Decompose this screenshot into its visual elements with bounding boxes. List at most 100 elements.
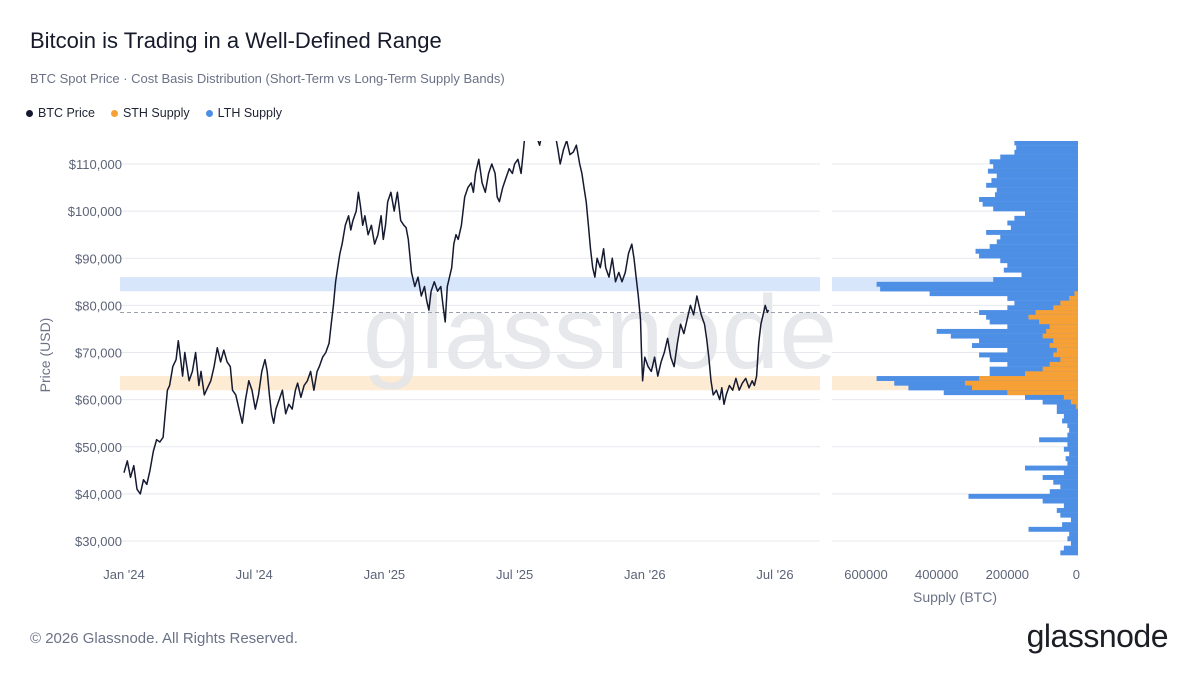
y-axis-label: Price (USD) xyxy=(37,318,53,393)
lth-supply-bar xyxy=(1007,324,1078,330)
sth-supply-bar xyxy=(1060,357,1078,363)
sth-supply-bar xyxy=(1063,394,1078,400)
chart-title: Bitcoin is Trading in a Well-Defined Ran… xyxy=(30,28,442,53)
lth-supply-bar xyxy=(1069,531,1078,537)
x-tick-label: Jan '26 xyxy=(624,567,666,582)
sth-supply-bar xyxy=(1046,328,1078,334)
lth-supply-bar xyxy=(989,159,1078,165)
supply-axis: 600000 400000 200000 0 xyxy=(844,567,1080,582)
legend-dot-lth-supply xyxy=(205,109,213,117)
lth-supply-bar xyxy=(1069,451,1078,457)
chart-subtitle: BTC Spot Price · Cost Basis Distribution… xyxy=(30,71,505,86)
lth-supply-bar xyxy=(1067,432,1078,438)
sth-supply-bar xyxy=(1042,366,1078,372)
sth-supply-bar xyxy=(972,385,1078,391)
lth-supply-bar xyxy=(1063,470,1078,476)
y-tick-label: $90,000 xyxy=(75,251,122,266)
lth-supply-bar xyxy=(993,164,1078,169)
lth-supply-bar xyxy=(1014,215,1078,221)
lth-supply-bar xyxy=(1007,347,1078,353)
lth-supply-bar xyxy=(929,291,1078,297)
lth-supply-bar xyxy=(1056,508,1078,513)
lth-supply-bar xyxy=(1056,409,1078,414)
brand-logo: glassnode xyxy=(1026,618,1169,654)
supply-bars xyxy=(876,141,1078,556)
lth-supply-bar xyxy=(1014,141,1078,146)
lth-supply-bar xyxy=(1060,550,1078,556)
lth-supply-bar xyxy=(1016,145,1078,151)
sth-supply-bar xyxy=(1060,300,1078,306)
lth-supply-bar xyxy=(996,239,1078,245)
sth-supply-bar xyxy=(1074,291,1078,297)
legend-label-lth-supply: LTH Supply xyxy=(217,106,283,120)
supply-tick-label: 0 xyxy=(1073,567,1080,582)
lth-supply-bar xyxy=(1007,361,1078,367)
lth-supply-bar xyxy=(1007,295,1078,301)
lth-supply-bar xyxy=(1056,404,1078,410)
y-tick-label: $80,000 xyxy=(75,298,122,313)
band-main xyxy=(120,376,820,391)
lth-supply-bar xyxy=(986,229,1078,235)
lth-supply-bar xyxy=(1067,536,1078,542)
lth-supply-bar xyxy=(1003,267,1078,273)
sth-supply-bar xyxy=(1049,343,1078,348)
lth-supply-bar xyxy=(1063,413,1078,419)
sth-supply-bar xyxy=(1042,333,1078,339)
lth-supply-bar xyxy=(1065,456,1078,462)
sth-supply-bar xyxy=(1070,399,1078,405)
legend-label-btc-price: BTC Price xyxy=(38,106,95,120)
lth-supply-bar xyxy=(989,366,1078,372)
legend-label-sth-supply: STH Supply xyxy=(122,106,190,120)
lth-supply-bar xyxy=(880,286,1078,292)
lth-supply-bar xyxy=(1070,517,1078,523)
lth-supply-bar xyxy=(979,310,1078,315)
lth-supply-bar xyxy=(996,173,1078,179)
lth-supply-bar xyxy=(1000,258,1078,264)
lth-supply-bar xyxy=(989,319,1078,325)
lth-supply-bar xyxy=(979,352,1078,358)
lth-supply-bar xyxy=(936,328,1078,334)
watermark: glassnode xyxy=(363,275,837,391)
legend-item-lth-supply[interactable]: LTH Supply xyxy=(205,106,283,120)
lth-supply-bar xyxy=(876,376,1078,381)
lth-supply-bar xyxy=(987,168,1078,174)
lth-supply-bar xyxy=(979,253,1078,259)
lth-supply-bar xyxy=(1042,475,1078,480)
y-tick-label: $60,000 xyxy=(75,393,122,408)
lth-supply-bar xyxy=(1062,418,1078,424)
sth-supply-bar xyxy=(1053,305,1078,311)
lth-supply-bar xyxy=(1060,484,1078,490)
lth-supply-bar xyxy=(1049,489,1078,495)
lth-supply-bar xyxy=(996,187,1078,193)
sth-supply-bar xyxy=(1025,371,1078,377)
y-tick-label: $70,000 xyxy=(75,346,122,361)
legend-item-btc-price[interactable]: BTC Price xyxy=(26,106,95,120)
x-tick-label: Jul '24 xyxy=(236,567,273,582)
lth-supply-bar xyxy=(1010,225,1078,231)
y-axis: $30,000 $40,000 $50,000 $60,000 $70,000 $80,0… xyxy=(68,157,122,549)
lth-supply-bar xyxy=(991,178,1078,184)
lth-supply-bar xyxy=(986,182,1078,188)
lth-supply-bar xyxy=(968,493,1078,499)
lth-supply-bar xyxy=(1070,541,1078,546)
lth-supply-bar xyxy=(1042,498,1078,504)
lth-supply-bar xyxy=(1025,465,1078,471)
lth-supply-bar xyxy=(950,333,1078,339)
lth-supply-bar xyxy=(1063,446,1078,452)
lth-supply-bar xyxy=(1025,394,1078,400)
lth-supply-bar xyxy=(993,277,1078,283)
lth-supply-bar xyxy=(1039,437,1078,443)
y-tick-label: $30,000 xyxy=(75,534,122,549)
y-tick-label: $110,000 xyxy=(69,157,122,172)
lth-supply-bar xyxy=(1060,512,1078,518)
sth-supply-bar xyxy=(1076,404,1078,410)
lth-supply-bar xyxy=(1021,272,1078,278)
x-tick-label: Jan '24 xyxy=(103,567,145,582)
supply-axis-label: Supply (BTC) xyxy=(913,589,997,605)
copyright-text: © 2026 Glassnode. All Rights Reserved. xyxy=(30,630,298,647)
lth-supply-bar xyxy=(1067,423,1078,429)
lth-supply-bar xyxy=(979,338,1078,344)
legend-item-sth-supply[interactable]: STH Supply xyxy=(110,106,190,120)
sth-supply-bar xyxy=(1056,347,1078,353)
